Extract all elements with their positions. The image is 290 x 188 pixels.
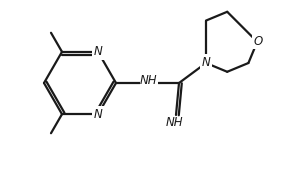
Text: N: N	[202, 55, 210, 68]
Text: N: N	[94, 108, 102, 121]
Text: NH: NH	[166, 117, 184, 130]
Text: NH: NH	[140, 74, 158, 86]
Text: N: N	[94, 45, 102, 58]
Text: O: O	[253, 35, 263, 48]
